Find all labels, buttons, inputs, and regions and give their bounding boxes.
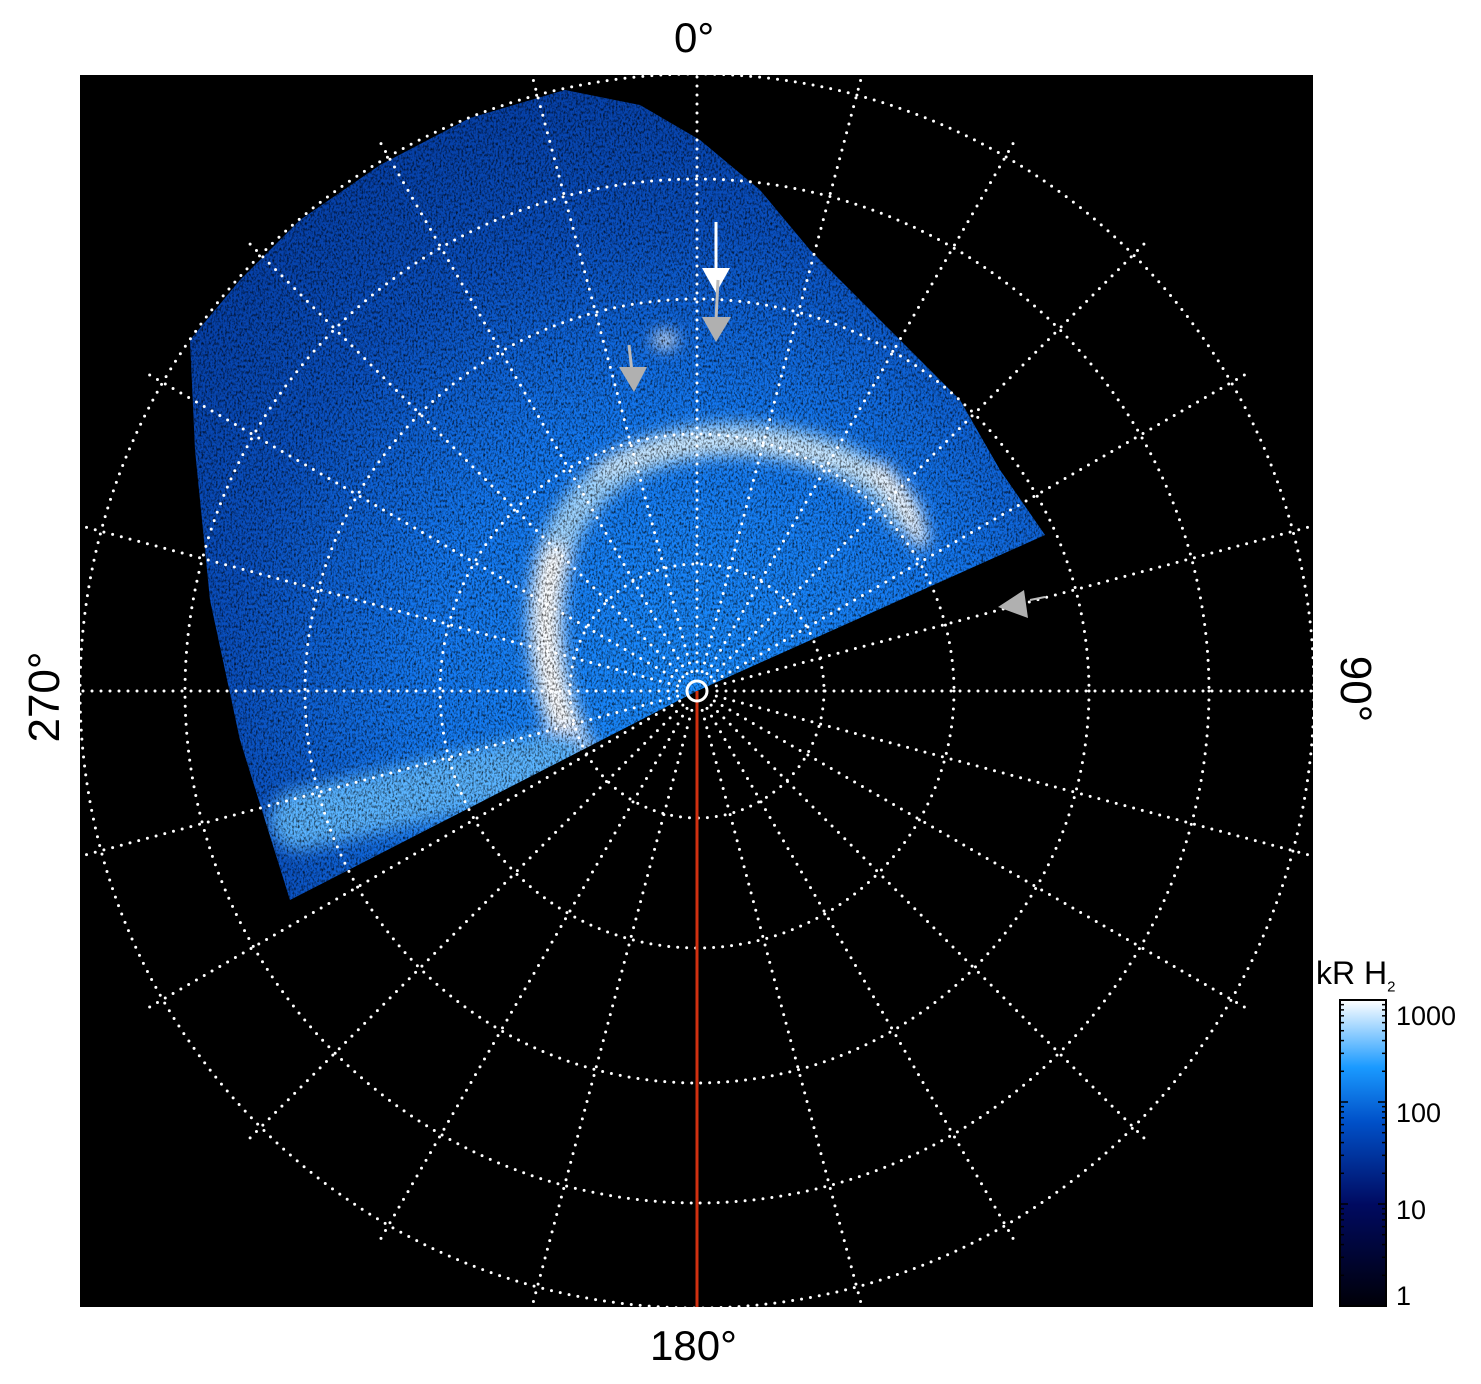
colorbar-tick-10: 10 bbox=[1396, 1195, 1427, 1225]
colorbar bbox=[1339, 999, 1387, 1307]
colorbar-tick-100: 100 bbox=[1396, 1098, 1442, 1128]
arrow-gray-3 bbox=[998, 590, 1028, 618]
grid-ring bbox=[303, 297, 1091, 1085]
arrow-white bbox=[702, 268, 730, 293]
annotation-arrows bbox=[619, 222, 1046, 618]
arrow-gray-2 bbox=[619, 367, 647, 392]
pole-marker bbox=[685, 679, 709, 703]
colorbar-tick-1: 1 bbox=[1396, 1281, 1412, 1311]
colorbar-tick-1000: 1000 bbox=[1396, 1001, 1457, 1031]
angle-label-right: 90° bbox=[1331, 655, 1380, 723]
colorbar-ticks bbox=[1340, 1003, 1386, 1307]
colorbar-title: kR H2 bbox=[1316, 955, 1396, 996]
angle-label-top: 0° bbox=[674, 14, 715, 61]
angle-label-left: 270° bbox=[20, 651, 69, 743]
grid-ring bbox=[183, 177, 1211, 1205]
arrow-gray-1 bbox=[702, 317, 731, 342]
angle-label-bottom: 180° bbox=[650, 1322, 737, 1369]
